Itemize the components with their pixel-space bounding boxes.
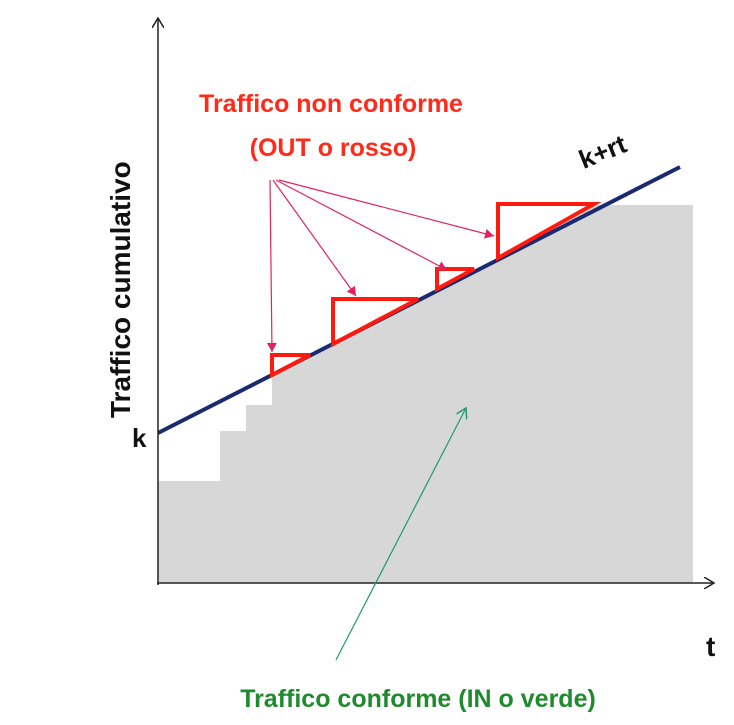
arrow-to-excess-1 bbox=[266, 179, 277, 353]
non-conforming-arrows bbox=[266, 179, 495, 353]
non-conforming-excess bbox=[270, 202, 602, 379]
arrow-to-excess-2 bbox=[272, 179, 357, 297]
arrow-to-excess-4 bbox=[278, 179, 495, 239]
y-axis-label: Traffico cumulativo bbox=[105, 161, 136, 418]
excess-triangle-3 bbox=[435, 267, 475, 293]
non-conforming-label-line2: (OUT o rosso) bbox=[250, 134, 417, 162]
conforming-label: Traffico conforme (IN o verde) bbox=[240, 685, 596, 713]
non-conforming-label-line1: Traffico non conforme bbox=[199, 90, 463, 118]
excess-triangle-4 bbox=[496, 202, 602, 262]
conforming-arrow bbox=[335, 408, 466, 661]
x-axis-label: t bbox=[706, 631, 715, 662]
excess-triangle-2 bbox=[331, 297, 419, 348]
arrow-to-excess-3 bbox=[275, 179, 448, 271]
cumulative-traffic-area bbox=[158, 205, 693, 583]
line-label: k+rt bbox=[575, 129, 631, 175]
k-plus-rt-line bbox=[157, 165, 681, 435]
k-label: k bbox=[132, 423, 147, 453]
excess-triangle-1 bbox=[270, 353, 311, 379]
